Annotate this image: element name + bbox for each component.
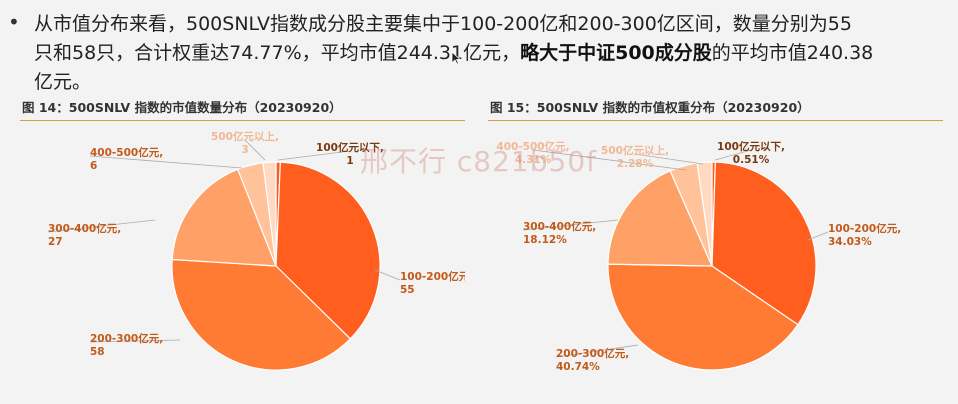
leader-line <box>807 231 829 241</box>
pie-chart-count: 100亿元以下,1 100-200亿元,55 200-300亿元,58 300-400… <box>47 130 465 371</box>
pie-slice-200-300亿元 <box>607 263 799 371</box>
title-divider <box>20 120 465 121</box>
leader-line <box>89 155 243 169</box>
leader-line <box>555 344 639 358</box>
slice-label: 200-300亿元, 40.74% <box>556 347 629 373</box>
slice-label: 400-500亿元, 6 <box>90 146 163 172</box>
bullet-marker: • <box>8 10 20 34</box>
leader-line <box>244 139 266 161</box>
summary-line-2c: 的平均市值240.38 <box>711 42 874 64</box>
chart-panel-weight: 图 15：500SNLV 指数的市值权重分布（20230920） 100亿元以下… <box>488 94 943 394</box>
summary-line-2a: 只和58只，合计权重达74.77%，平均市值244.31亿元， <box>34 42 521 64</box>
mouse-cursor-icon <box>451 51 461 65</box>
pie-slice-500亿元以上 <box>262 161 277 267</box>
leader-line <box>522 219 619 231</box>
slice-label: 100亿元以下, 1 <box>316 141 384 167</box>
summary-line-1: 从市值分布来看，500SNLV指数成分股主要集中于100-200亿和200-30… <box>34 13 852 35</box>
slice-label: 100亿元以下, 0.51% <box>717 140 785 166</box>
pie-slice-100-200亿元 <box>275 161 381 340</box>
slice-label: 500亿元以上, 2.28% <box>601 144 669 170</box>
slice-label: 200-300亿元, 58 <box>90 332 163 358</box>
leader-line <box>634 153 704 165</box>
slice-label: 300-400亿元, 18.12% <box>523 220 596 246</box>
leader-line <box>277 150 351 161</box>
summary-line-3: 亿元。 <box>34 71 92 93</box>
chart-title-count: 图 14：500SNLV 指数的市值数量分布（20230920） <box>22 100 342 115</box>
slice-label: 100-200亿元, 34.03% <box>828 222 901 248</box>
chart-title-weight: 图 15：500SNLV 指数的市值权重分布（20230920） <box>490 100 810 115</box>
slice-label: 500亿元以上, 3 <box>211 130 279 156</box>
pie-slice-100-200亿元 <box>711 161 817 326</box>
leader-line <box>47 219 156 233</box>
slice-label: 400-500亿元, 4.31% <box>496 140 569 166</box>
leader-line <box>532 149 687 171</box>
pie-slice-300-400亿元 <box>607 169 713 267</box>
leader-line <box>89 339 181 343</box>
watermark: 邢不行 c821b50f <box>360 145 597 178</box>
summary-text: 从市值分布来看，500SNLV指数成分股主要集中于100-200亿和200-30… <box>34 10 954 97</box>
slice-label: 300-400亿元, 27 <box>48 222 121 248</box>
slice-label: 100-200亿元,55 <box>400 270 465 296</box>
pie-slice-300-400亿元 <box>171 168 277 267</box>
pie-slice-200-300亿元 <box>171 258 352 371</box>
leader-line <box>374 269 401 281</box>
title-divider <box>488 120 943 121</box>
leader-line <box>714 149 752 161</box>
chart-panel-count: 图 14：500SNLV 指数的市值数量分布（20230920） 100亿元以下… <box>20 94 465 394</box>
summary-highlight: 略大于中证500成分股 <box>520 42 712 64</box>
pie-chart-weight: 100亿元以下, 0.51% 100-200亿元, 34.03% 200-300亿元, 4… <box>496 140 901 373</box>
